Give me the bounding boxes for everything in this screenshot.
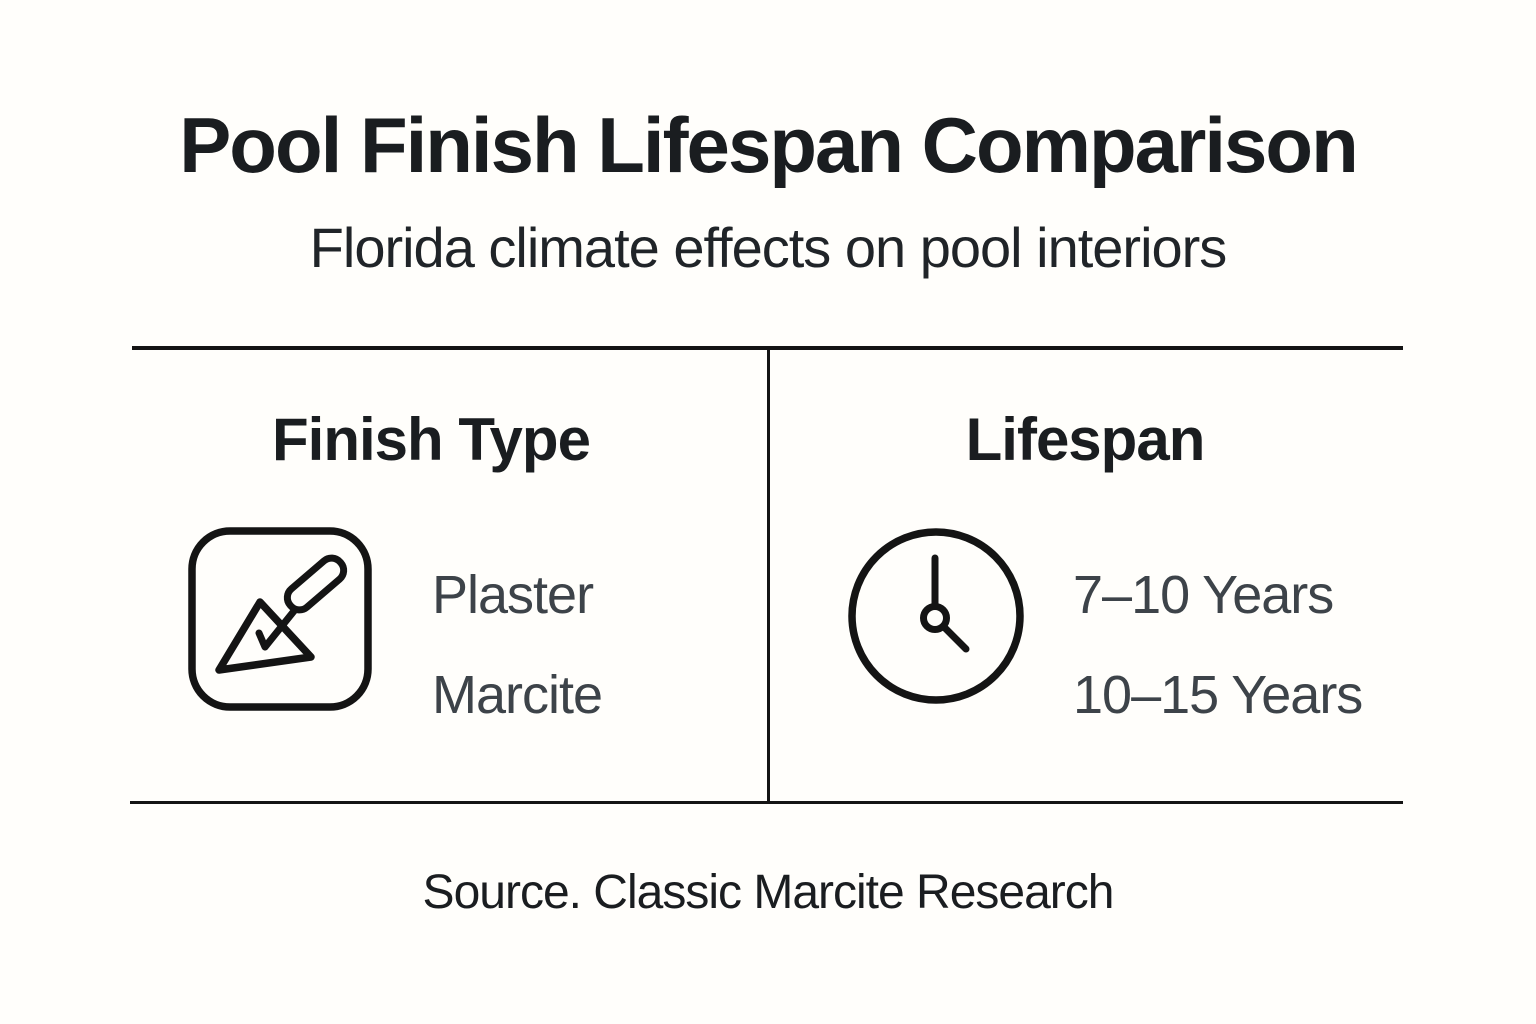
clock-icon (847, 527, 1025, 705)
bottom-divider (130, 801, 1403, 804)
column-divider (767, 348, 770, 801)
finish-item-plaster: Plaster (432, 565, 594, 625)
lifespan-items: 7–10 Years 10–15 Years (1073, 545, 1363, 745)
trowel-icon (188, 527, 372, 711)
page-subtitle: Florida climate effects on pool interior… (309, 216, 1228, 279)
lifespan-item-marcite: 10–15 Years (1073, 665, 1363, 725)
finish-item-marcite: Marcite (432, 665, 603, 725)
source-note: Source. Classic Marcite Research (422, 866, 1115, 919)
page-title: Pool Finish Lifespan Comparison (179, 101, 1358, 189)
column-header-lifespan: Lifespan (965, 406, 1206, 473)
column-header-finish-type: Finish Type (272, 406, 591, 473)
finish-type-items: Plaster Marcite (432, 545, 603, 745)
lifespan-item-plaster: 7–10 Years (1073, 565, 1334, 625)
